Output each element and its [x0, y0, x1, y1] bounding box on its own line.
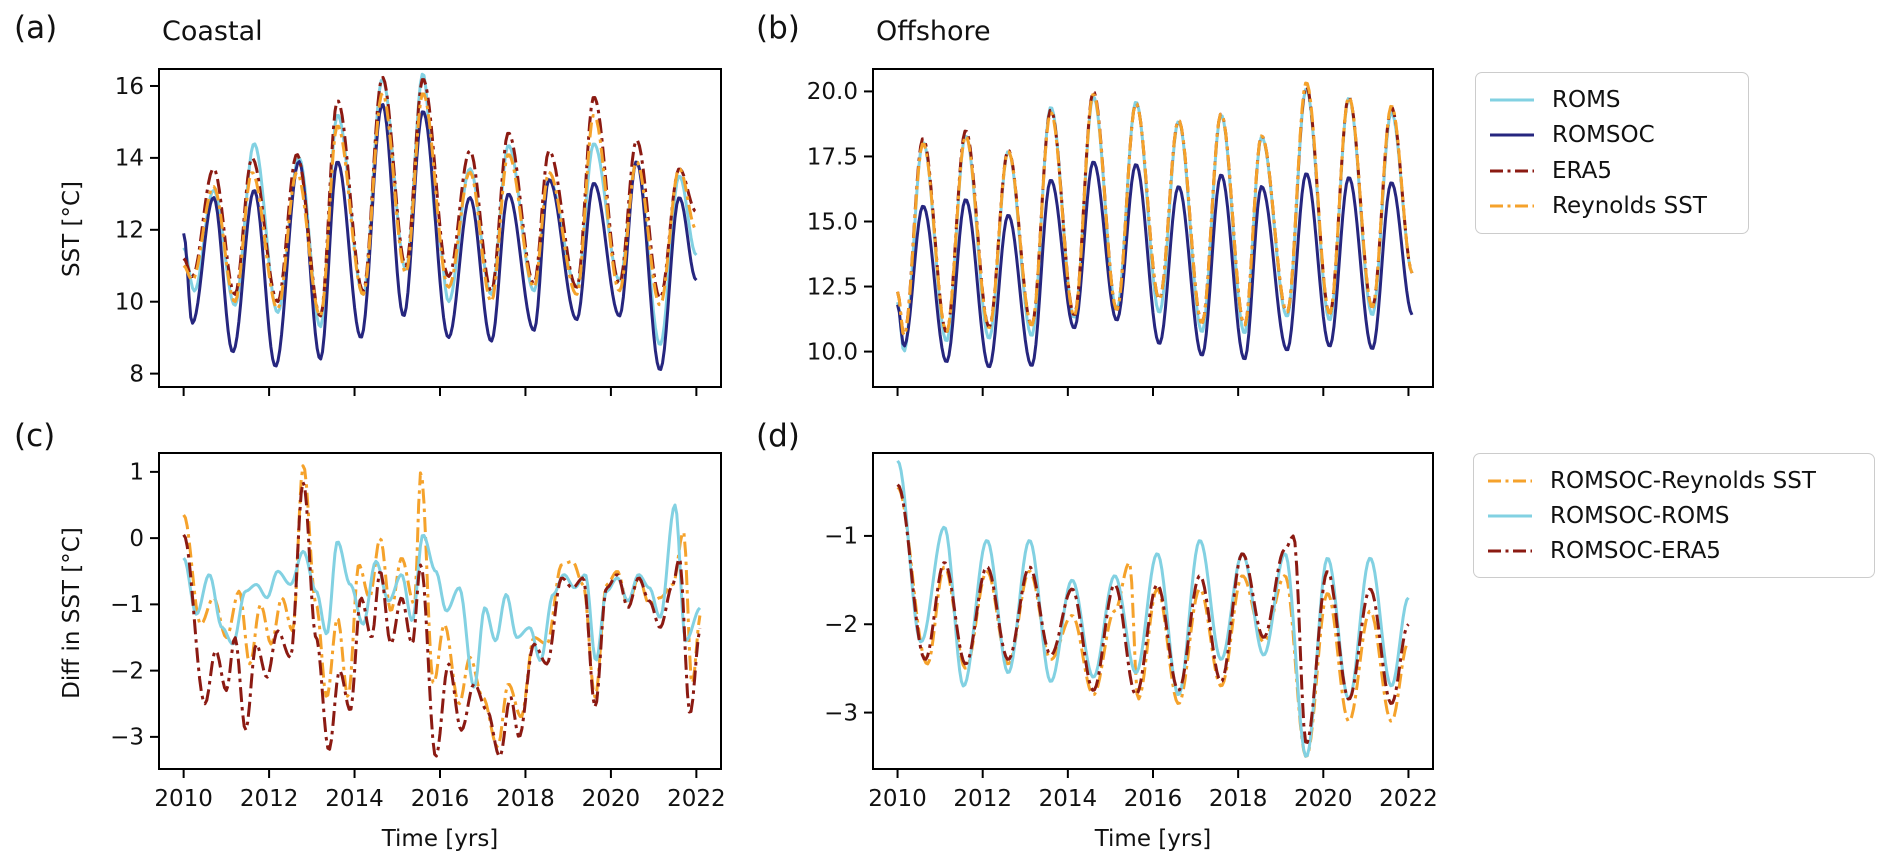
romsoc-roms-line-sample-icon — [1488, 514, 1532, 517]
x-tick-label: 2014 — [325, 786, 384, 812]
y-tick-label: 8 — [129, 361, 144, 387]
romsoc-era5-line-sample-icon — [1488, 549, 1532, 552]
panel-d-label: (d) — [756, 418, 800, 454]
y-tick-label: −2 — [110, 658, 144, 684]
panel-d-plot-canvas: −1 −2 −3 2010 2012 2014 2016 2018 2020 2022 — [824, 452, 1438, 812]
legend-label: ERA5 — [1552, 157, 1612, 184]
y-tick-label: −2 — [824, 612, 858, 638]
series-line-romsoc-reynolds-sst — [182, 464, 702, 749]
era5-line-sample-icon — [1490, 169, 1534, 173]
legend-item-romsoc-era5: ROMSOC-ERA5 — [1486, 533, 1860, 568]
y-tick-label: 20.0 — [807, 79, 858, 105]
y-tick-label: 12 — [115, 218, 144, 244]
panel-a-ylabel: SST [°C] — [59, 180, 85, 278]
axes-frame — [872, 452, 1434, 770]
x-tick-label: 2014 — [1039, 786, 1098, 812]
y-tick-label: −3 — [110, 725, 144, 751]
axes-frame — [158, 68, 722, 388]
legend-label: ROMSOC-ROMS — [1550, 502, 1730, 529]
series-line-romsoc — [182, 103, 698, 371]
series-line-romsoc-roms — [182, 503, 702, 689]
x-tick-label: 2022 — [1379, 786, 1438, 812]
x-tick-label: 2010 — [868, 786, 927, 812]
y-tick-label: 10 — [115, 290, 144, 316]
legend-label: ROMSOC-Reynolds SST — [1550, 467, 1816, 494]
y-tick-label: 1 — [129, 460, 144, 486]
series-line-romsoc-era5 — [896, 483, 1410, 744]
legend-item-romsoc-roms: ROMSOC-ROMS — [1486, 498, 1860, 533]
legend-item-reynolds: Reynolds SST — [1488, 189, 1734, 225]
panel-d-xlabel: Time [yrs] — [1094, 826, 1212, 852]
y-tick-label: 10.0 — [807, 339, 858, 365]
y-tick-label: 12.5 — [807, 274, 858, 300]
legend-label: ROMSOC-ERA5 — [1550, 537, 1721, 564]
y-tick-label: 14 — [115, 146, 144, 172]
panel-c-ylabel: Diff in SST [°C] — [59, 527, 85, 699]
y-tick-label: 0 — [129, 526, 144, 552]
x-tick-label: 2010 — [154, 786, 213, 812]
series-line-romsoc-era5 — [182, 480, 702, 758]
legend-item-romsoc-reynolds: ROMSOC-Reynolds SST — [1486, 463, 1860, 498]
y-tick-label: 16 — [115, 74, 144, 100]
x-tick-label: 2018 — [496, 786, 555, 812]
series-line-era5 — [896, 85, 1414, 337]
panel-a-label: (a) — [14, 10, 58, 46]
panel-c-plot-canvas: 1 0 −1 −2 −3 2010 2012 2014 2016 2018 2020 2022 — [110, 452, 726, 812]
x-tick-label: 2020 — [582, 786, 641, 812]
romsoc-reynolds-line-sample-icon — [1488, 479, 1532, 482]
legend-diff: ROMSOC-Reynolds SST ROMSOC-ROMS ROMSOC-E… — [1473, 453, 1875, 578]
x-tick-label: 2012 — [953, 786, 1012, 812]
panel-b-label: (b) — [756, 10, 800, 46]
y-tick-label: −1 — [824, 524, 858, 550]
legend-label: ROMSOC — [1552, 122, 1655, 149]
series-line-romsoc — [896, 160, 1414, 369]
x-tick-label: 2012 — [240, 786, 299, 812]
series-line-reynolds-sst — [896, 81, 1414, 337]
panel-a-plot-canvas: 8 10 12 14 16 — [115, 68, 722, 396]
panel-c-label: (c) — [14, 418, 56, 454]
panel-c-xlabel: Time [yrs] — [381, 826, 499, 852]
roms-line-sample-icon — [1490, 98, 1534, 102]
series-line-reynolds-sst — [182, 92, 698, 318]
panel-b-plot-canvas: 10.0 12.5 15.0 17.5 20.0 — [807, 68, 1434, 396]
legend-sst: ROMS ROMSOC ERA5 Reynolds SST — [1475, 72, 1749, 234]
x-tick-label: 2020 — [1294, 786, 1353, 812]
panel-b-title: Offshore — [876, 16, 991, 47]
x-tick-label: 2022 — [667, 786, 726, 812]
series-line-romsoc-roms — [896, 459, 1410, 758]
legend-label: ROMS — [1552, 86, 1621, 113]
reynolds-line-sample-icon — [1490, 204, 1534, 208]
y-tick-label: 17.5 — [807, 144, 858, 170]
panel-a-title: Coastal — [162, 16, 263, 47]
legend-label: Reynolds SST — [1552, 193, 1707, 220]
y-tick-label: −1 — [110, 592, 144, 618]
x-tick-label: 2018 — [1209, 786, 1268, 812]
x-tick-label: 2016 — [1124, 786, 1183, 812]
y-tick-label: −3 — [824, 700, 858, 726]
axes-frame — [158, 452, 722, 770]
y-tick-label: 15.0 — [807, 209, 858, 235]
legend-item-romsoc: ROMSOC — [1488, 118, 1734, 154]
x-tick-label: 2016 — [411, 786, 470, 812]
romsoc-line-sample-icon — [1490, 133, 1534, 137]
legend-item-roms: ROMS — [1488, 82, 1734, 118]
legend-item-era5: ERA5 — [1488, 153, 1734, 189]
axes-frame — [872, 68, 1434, 388]
